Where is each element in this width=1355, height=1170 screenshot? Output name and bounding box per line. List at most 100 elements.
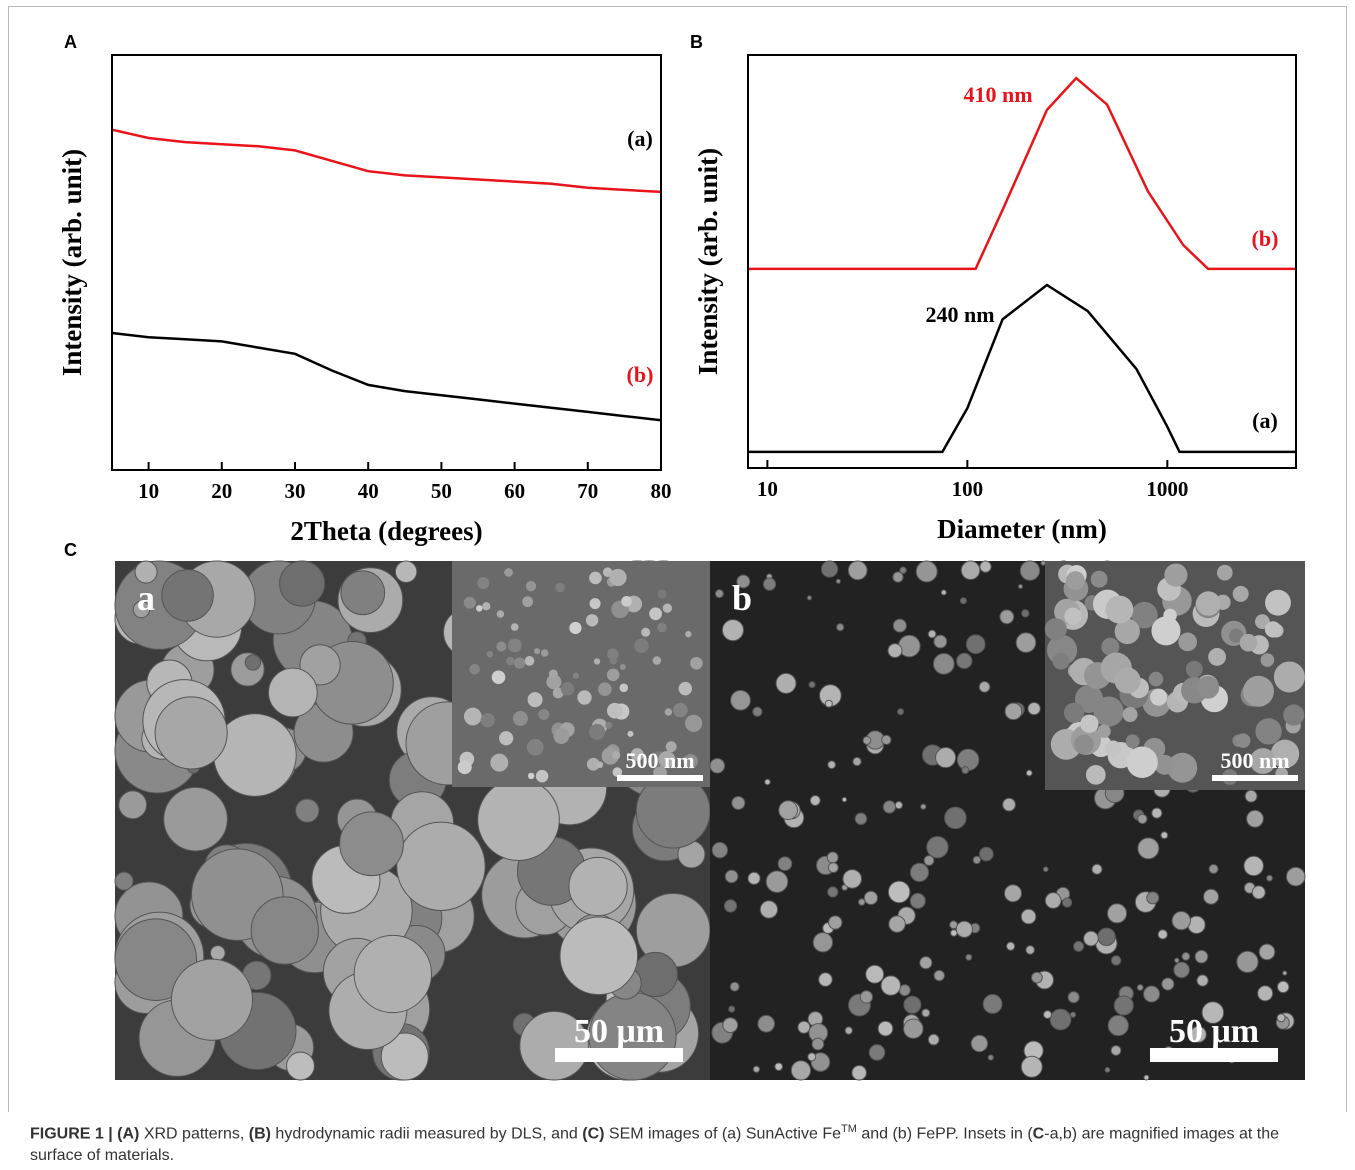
particle <box>710 758 725 773</box>
particle <box>1204 889 1219 904</box>
inset-grain <box>619 683 628 692</box>
particle <box>928 630 936 638</box>
particle <box>828 887 838 897</box>
inset-grain <box>514 657 525 668</box>
particle <box>210 946 225 961</box>
particle <box>1000 610 1014 624</box>
x-tick-label: 60 <box>504 479 525 503</box>
particle <box>927 836 948 857</box>
inset-grain <box>553 728 569 744</box>
inset-grain <box>596 761 603 768</box>
panel-label: C <box>64 540 77 560</box>
particle <box>979 682 990 693</box>
caption-run: (C) <box>582 1125 604 1142</box>
particle <box>1258 986 1273 1001</box>
particle <box>900 567 906 573</box>
scale-label: 50 μm <box>1169 1013 1259 1050</box>
particle <box>921 804 926 809</box>
particle <box>1021 909 1036 924</box>
inset-grain <box>508 639 522 653</box>
inset-grain <box>612 751 620 759</box>
particle <box>1028 702 1040 714</box>
particle <box>776 673 796 693</box>
particle <box>1137 985 1143 991</box>
particle <box>1005 703 1022 720</box>
particle <box>280 561 325 606</box>
particle <box>837 624 844 631</box>
particle <box>883 801 895 813</box>
image-label: a <box>137 578 155 618</box>
particle <box>397 822 485 910</box>
particle <box>933 654 954 675</box>
particle <box>164 787 228 851</box>
particle <box>722 620 743 641</box>
particle <box>760 901 777 918</box>
x-tick-label: 10 <box>757 477 778 501</box>
particle <box>1074 941 1084 951</box>
particle <box>791 1061 810 1080</box>
inset-grain <box>589 724 605 740</box>
particle <box>934 970 944 980</box>
inset-grain <box>1053 653 1070 670</box>
particle <box>888 644 902 658</box>
inset-grain <box>513 711 528 726</box>
particle <box>813 933 832 952</box>
particle <box>864 891 877 904</box>
x-tick-label: 50 <box>431 479 452 503</box>
inset-grain <box>469 664 480 675</box>
inset-grain <box>506 657 514 665</box>
inset-grain <box>1261 653 1275 667</box>
inset-grain <box>1123 707 1138 722</box>
particle <box>1044 1011 1052 1019</box>
particle <box>980 561 991 572</box>
inset-grain <box>482 602 490 610</box>
inset-grain <box>569 622 581 634</box>
particle <box>758 1015 775 1032</box>
particle <box>1175 958 1179 962</box>
inset-grain <box>1164 563 1187 586</box>
series-label: (b) <box>1252 226 1279 251</box>
particle <box>1237 951 1258 972</box>
inset-grain <box>1086 765 1106 785</box>
caption: FIGURE 1 | (A) XRD patterns, (B) hydrody… <box>30 1118 1330 1167</box>
inset-grain <box>685 715 702 732</box>
series-line <box>112 130 661 192</box>
particle <box>904 1019 923 1038</box>
particle <box>934 635 947 648</box>
inset-grain <box>492 670 506 684</box>
inset-grain <box>477 577 489 589</box>
particle <box>1195 950 1208 963</box>
particle <box>1021 1056 1042 1077</box>
inset-grain <box>1064 608 1081 625</box>
inset-scale-bar <box>617 775 703 781</box>
particle <box>296 799 319 822</box>
inset-grain <box>538 709 549 720</box>
particle <box>848 561 867 580</box>
particle <box>1283 971 1287 975</box>
inset-grain <box>1186 661 1203 678</box>
inset-grain <box>527 739 544 756</box>
series-line <box>748 285 1296 452</box>
particle <box>945 807 967 829</box>
particle <box>1111 1046 1121 1056</box>
particle <box>828 863 838 873</box>
particle <box>808 1053 816 1061</box>
particle <box>115 872 133 890</box>
particle <box>729 1006 735 1012</box>
caption-run: (B) <box>249 1125 271 1142</box>
particle <box>1161 832 1168 839</box>
y-axis-label: Intensity (arb. unit) <box>693 148 723 375</box>
particle <box>845 1027 852 1034</box>
particle <box>1252 886 1265 899</box>
particle <box>1162 978 1174 990</box>
x-tick-label: 30 <box>285 479 306 503</box>
inset-grain <box>620 664 626 670</box>
particle <box>910 863 928 881</box>
inset-grain <box>541 649 549 657</box>
particle <box>983 995 1002 1014</box>
particle <box>1277 981 1289 993</box>
particle <box>829 916 842 929</box>
particle <box>287 1052 315 1080</box>
plot-frame <box>112 55 661 470</box>
series-label: (b) <box>627 362 654 387</box>
